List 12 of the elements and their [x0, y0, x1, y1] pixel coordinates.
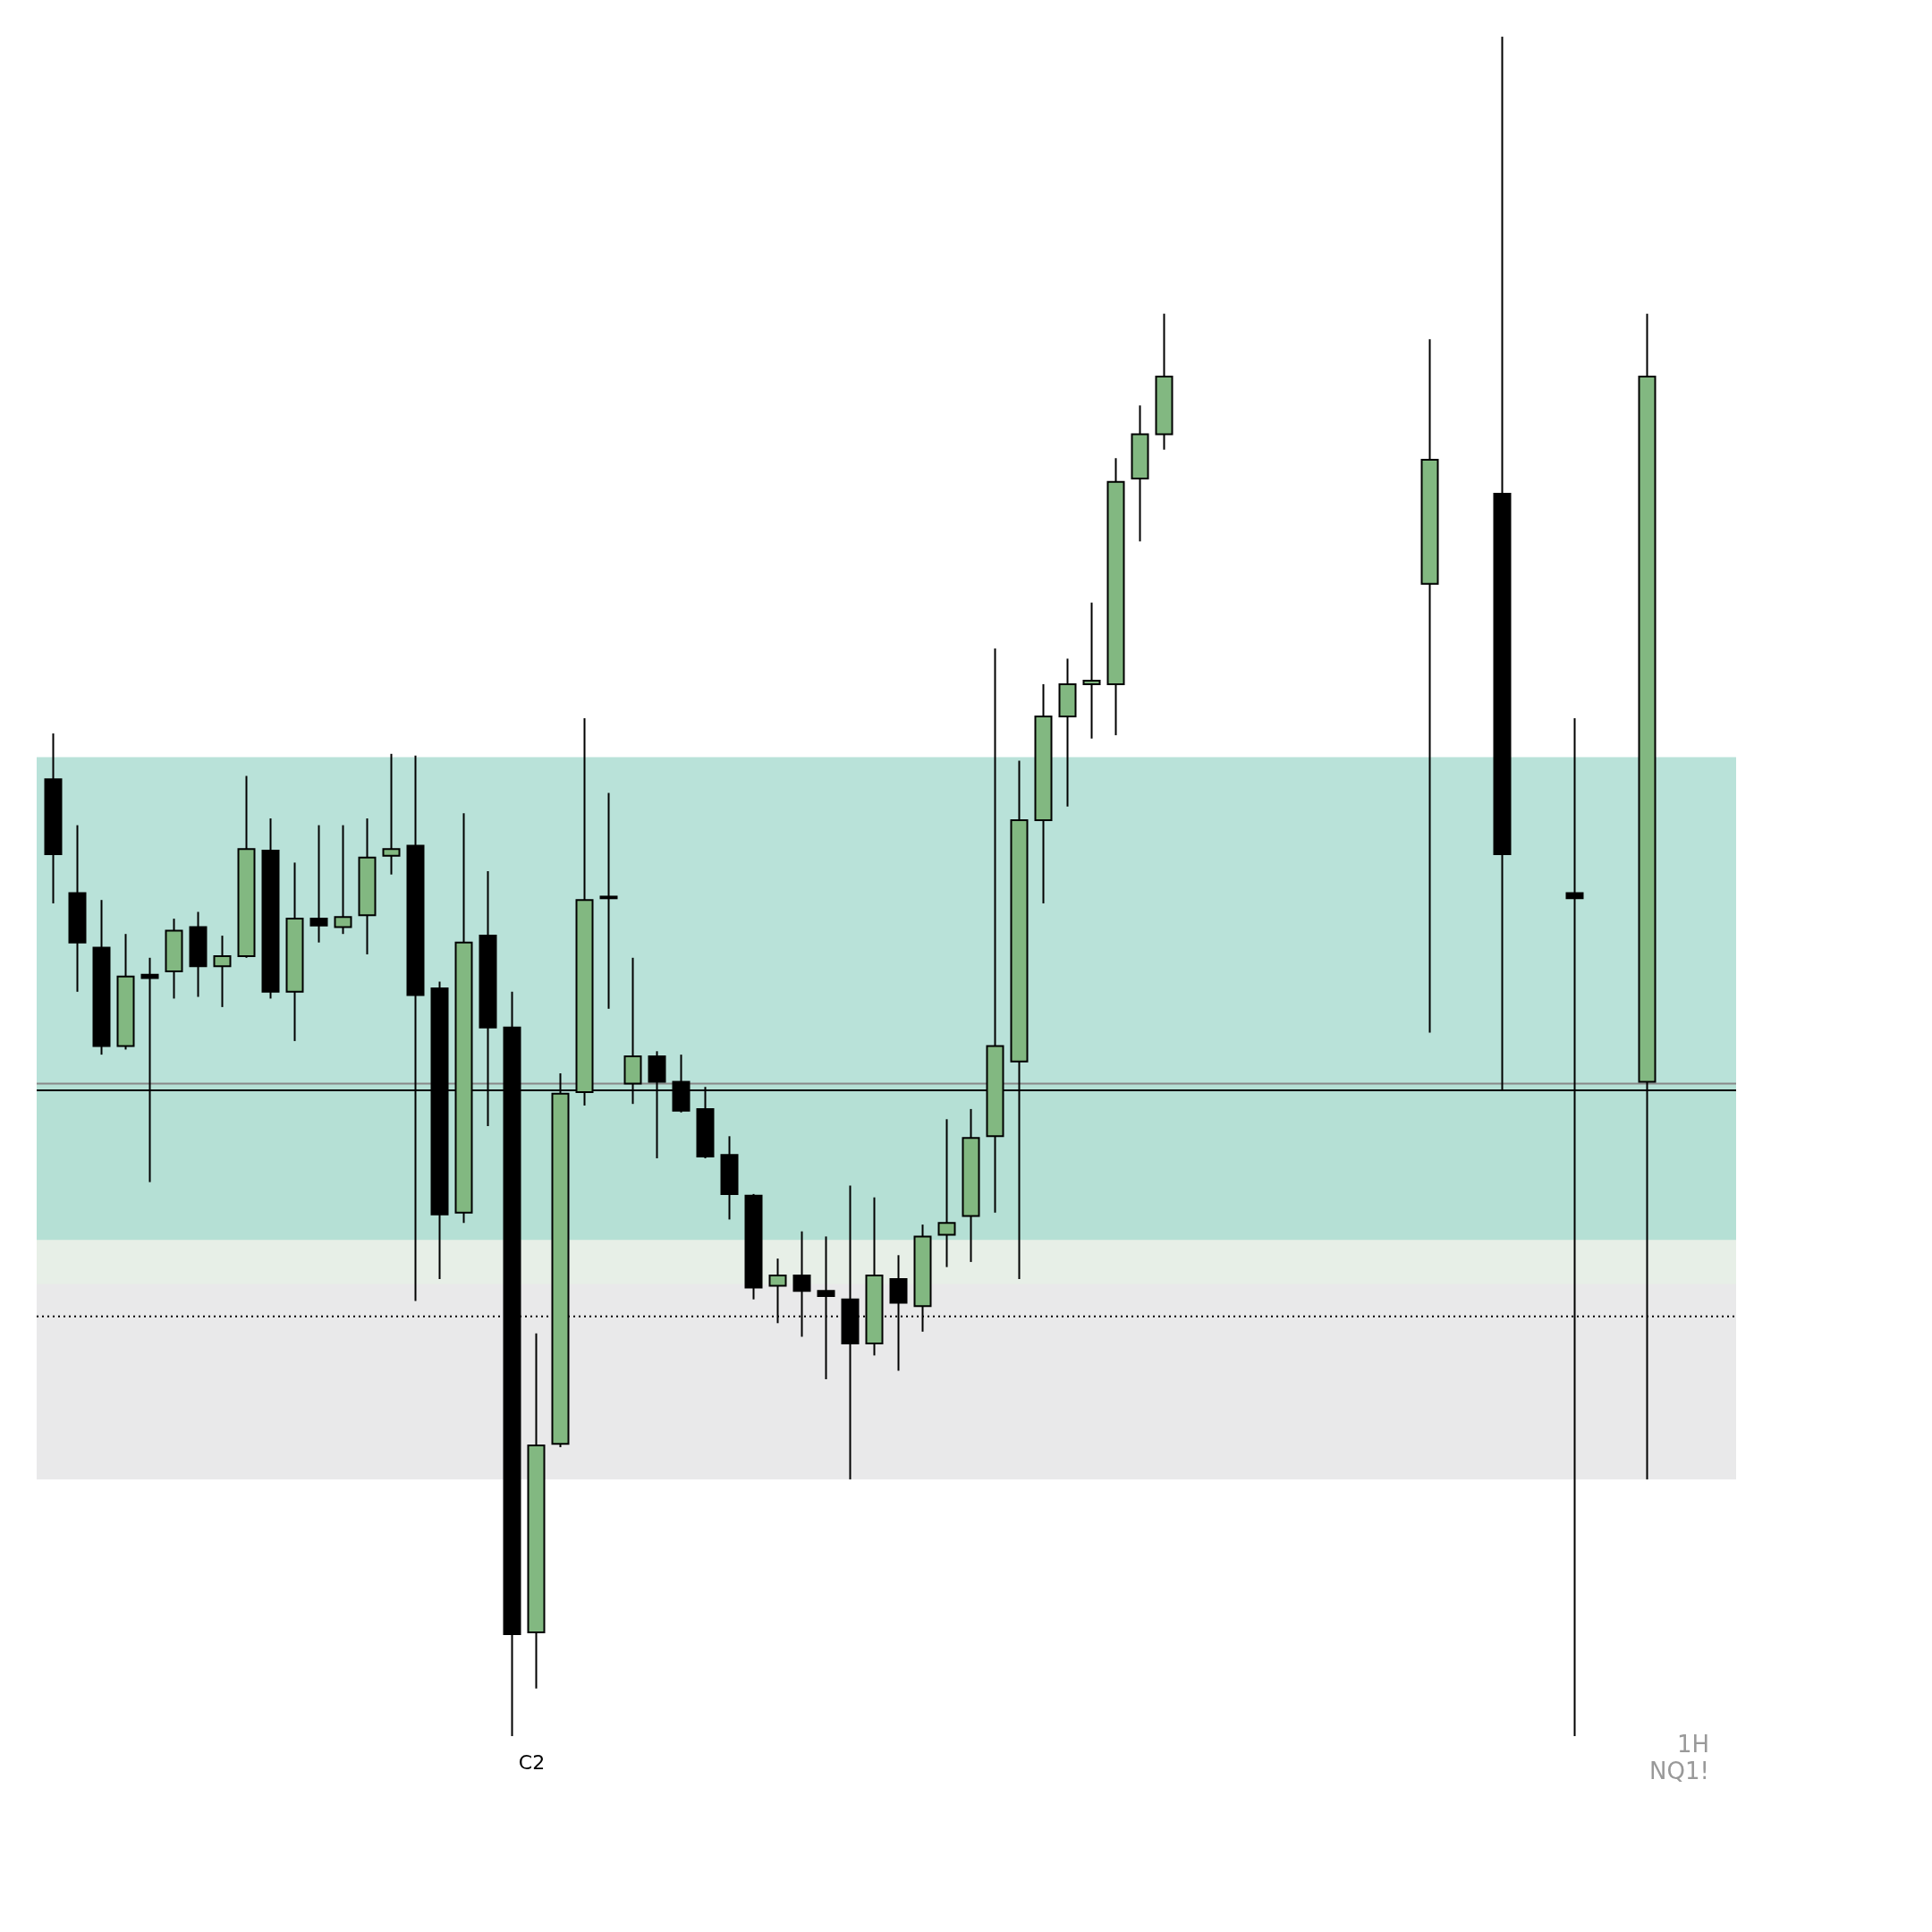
candlestick: [1082, 601, 1101, 740]
candlestick: [937, 1118, 956, 1268]
text: NQ1!: [1649, 1758, 1709, 1784]
annotation: 1H: [1676, 1731, 1709, 1758]
candlestick: [768, 1258, 787, 1325]
candlestick: [599, 792, 618, 1010]
candlestick: [213, 935, 232, 1008]
text: C2: [518, 1751, 546, 1774]
candlestick: [817, 1235, 835, 1380]
candlestick: [382, 752, 401, 876]
candlestick: [309, 824, 328, 944]
candlestick: [334, 824, 352, 936]
